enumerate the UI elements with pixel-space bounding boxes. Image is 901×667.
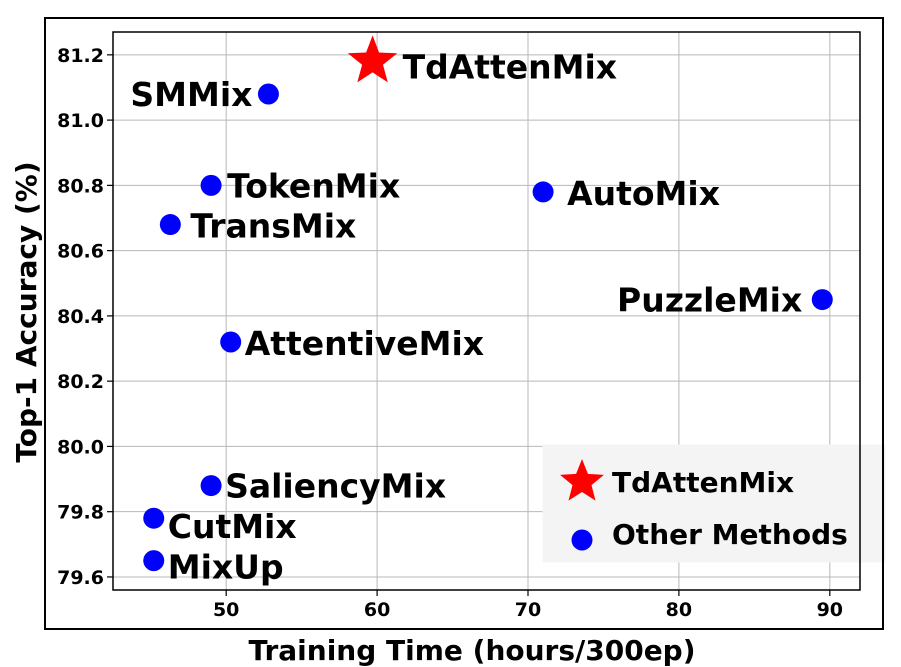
point-label-saliencymix: SaliencyMix [225, 467, 446, 506]
data-point-saliencymix [200, 475, 222, 497]
data-point-tokenmix [200, 174, 222, 196]
y-tick-label: 79.8 [57, 502, 104, 524]
legend-entry-label: Other Methods [612, 518, 848, 551]
data-point-cutmix [143, 507, 165, 529]
x-axis-title: Training Time (hours/300ep) [248, 634, 695, 667]
y-tick-label: 80.8 [57, 175, 104, 197]
data-point-tdattenmix [347, 35, 398, 83]
point-label-smmix: SMMix [130, 75, 252, 114]
y-tick-label: 80.2 [57, 371, 104, 393]
tick-labels: 50 60 70 80 90 79.6 79.8 80.0 80.2 80.4 80.6 80.8 81… [57, 45, 843, 621]
point-label-mixup: MixUp [168, 548, 284, 587]
data-point-smmix [257, 83, 279, 105]
y-tick-label: 81.2 [57, 45, 104, 67]
y-tick-label: 80.0 [57, 436, 104, 458]
data-point-transmix [159, 214, 181, 236]
y-tick-label: 80.4 [57, 306, 104, 328]
data-point-attentivemix [220, 331, 242, 353]
point-label-transmix: TransMix [190, 207, 356, 246]
point-label-tdattenmix: TdAttenMix [403, 47, 618, 86]
legend: TdAttenMix Other Methods [542, 444, 886, 563]
x-tick-label: 50 [213, 599, 239, 621]
point-label-puzzlemix: PuzzleMix [617, 281, 802, 320]
figure-border [44, 17, 884, 630]
y-tick-label: 81.0 [57, 110, 104, 132]
legend-box [542, 444, 886, 563]
legend-circle-icon [571, 529, 593, 551]
plot-border [112, 31, 861, 591]
y-tick-label: 80.6 [57, 241, 104, 263]
data-point-mixup [143, 550, 165, 572]
legend-entry-label: TdAttenMix [612, 466, 794, 499]
x-tick-label: 80 [666, 599, 692, 621]
x-tick-label: 90 [817, 599, 843, 621]
data-point-puzzlemix [811, 289, 833, 311]
legend-star-icon [560, 459, 604, 501]
point-label-automix: AutoMix [567, 174, 720, 213]
point-label-tokenmix: TokenMix [227, 166, 400, 205]
y-tick-label: 79.6 [57, 567, 104, 589]
x-tick-label: 60 [364, 599, 390, 621]
data-point-automix [532, 181, 554, 203]
point-label-attentivemix: AttentiveMix [245, 324, 484, 363]
y-axis-title: Top-1 Accuracy (%) [10, 161, 43, 462]
point-label-cutmix: CutMix [168, 507, 297, 546]
x-tick-label: 70 [515, 599, 541, 621]
